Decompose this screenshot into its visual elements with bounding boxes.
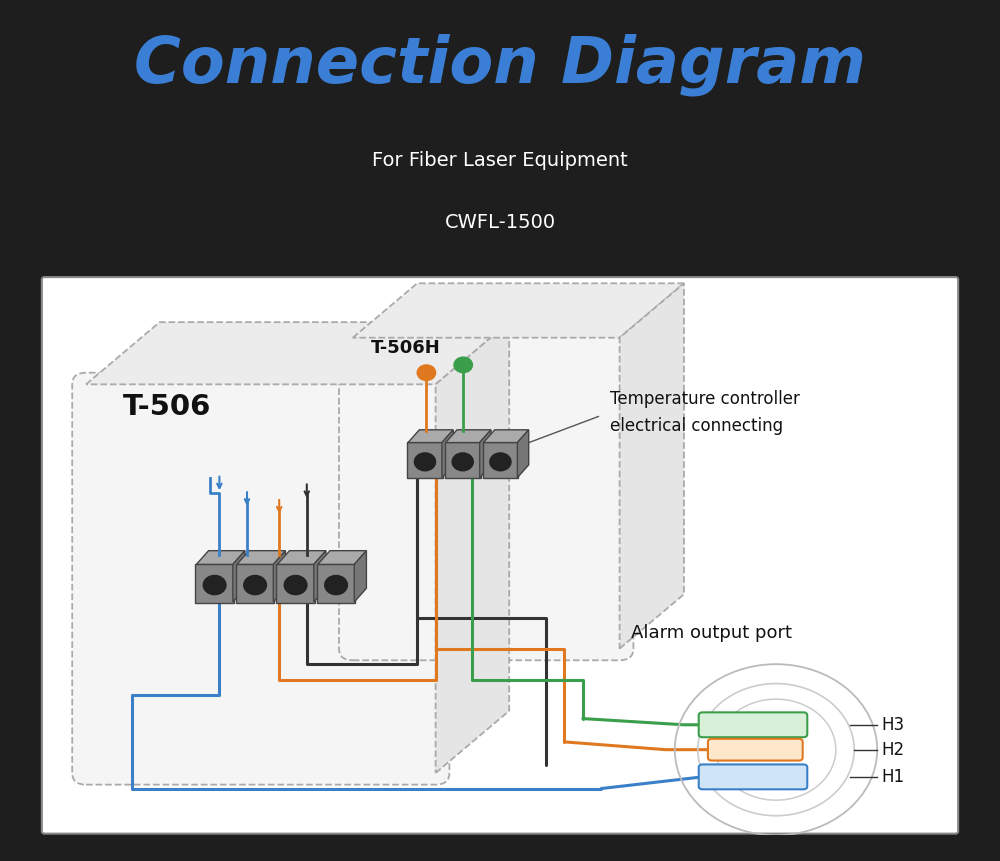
- Text: H3: H3: [882, 715, 905, 734]
- Polygon shape: [408, 430, 453, 443]
- Text: CWFL-1500: CWFL-1500: [444, 213, 556, 232]
- Polygon shape: [480, 430, 491, 478]
- Circle shape: [414, 453, 436, 471]
- Polygon shape: [446, 430, 491, 443]
- FancyBboxPatch shape: [72, 373, 449, 784]
- Polygon shape: [442, 430, 453, 478]
- Text: Alarm output port: Alarm output port: [631, 624, 792, 642]
- Polygon shape: [483, 430, 529, 443]
- Polygon shape: [233, 551, 245, 602]
- FancyBboxPatch shape: [42, 277, 958, 833]
- Polygon shape: [237, 551, 285, 564]
- Circle shape: [244, 575, 266, 595]
- Circle shape: [203, 575, 226, 595]
- Polygon shape: [620, 283, 684, 648]
- Text: Connection Diagram: Connection Diagram: [134, 34, 866, 96]
- FancyBboxPatch shape: [708, 739, 803, 760]
- Text: Temperature controller: Temperature controller: [610, 390, 800, 407]
- FancyBboxPatch shape: [236, 564, 274, 603]
- Polygon shape: [86, 322, 509, 384]
- Polygon shape: [318, 551, 366, 564]
- Polygon shape: [314, 551, 326, 602]
- Text: H2: H2: [882, 740, 905, 759]
- Text: H1: H1: [882, 768, 905, 786]
- Circle shape: [325, 575, 347, 595]
- FancyBboxPatch shape: [339, 326, 633, 660]
- Polygon shape: [353, 283, 684, 338]
- Circle shape: [490, 453, 511, 471]
- Polygon shape: [196, 551, 245, 564]
- Circle shape: [452, 453, 473, 471]
- Circle shape: [284, 575, 307, 595]
- Polygon shape: [273, 551, 285, 602]
- FancyBboxPatch shape: [276, 564, 315, 603]
- Polygon shape: [436, 322, 509, 773]
- FancyBboxPatch shape: [483, 442, 518, 479]
- Text: T-506: T-506: [123, 393, 211, 421]
- FancyBboxPatch shape: [407, 442, 443, 479]
- FancyBboxPatch shape: [445, 442, 481, 479]
- FancyBboxPatch shape: [699, 712, 807, 737]
- Text: electrical connecting: electrical connecting: [610, 417, 784, 435]
- Circle shape: [454, 357, 472, 373]
- FancyBboxPatch shape: [699, 765, 807, 790]
- FancyBboxPatch shape: [195, 564, 234, 603]
- Polygon shape: [517, 430, 529, 478]
- Circle shape: [417, 365, 436, 381]
- Polygon shape: [277, 551, 326, 564]
- Polygon shape: [354, 551, 366, 602]
- Text: For Fiber Laser Equipment: For Fiber Laser Equipment: [372, 151, 628, 170]
- Text: T-506H: T-506H: [371, 339, 441, 357]
- FancyBboxPatch shape: [317, 564, 355, 603]
